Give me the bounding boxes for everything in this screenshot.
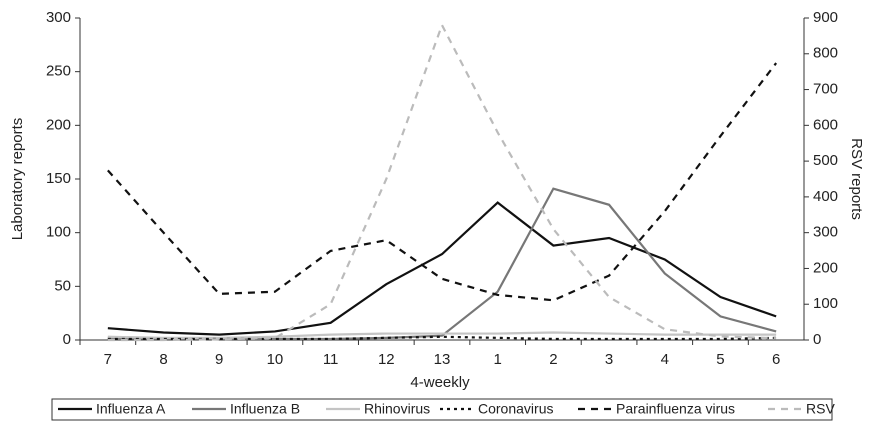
y2-tick-label: 400: [813, 188, 838, 205]
x-tick-label: 2: [549, 351, 557, 368]
x-tick-label: 11: [323, 351, 339, 368]
x-tick-label: 12: [378, 351, 395, 368]
legend-label: Coronavirus: [478, 401, 553, 417]
x-tick-label: 5: [716, 351, 724, 368]
x-tick-label: 9: [215, 351, 223, 368]
x-axis-label: 4-weekly: [410, 374, 470, 391]
y-tick-label: 100: [46, 224, 71, 241]
y2-tick-label: 300: [813, 224, 838, 241]
series-line: [107, 201, 777, 336]
legend-label: RSV: [806, 401, 835, 417]
x-tick-label: 8: [159, 351, 167, 368]
series-line: [107, 331, 777, 339]
x-tick-label: 6: [772, 351, 780, 368]
series-line: [107, 62, 778, 302]
y2-tick-label: 700: [813, 81, 838, 98]
y-tick-label: 0: [63, 331, 71, 348]
y2-tick-label: 900: [813, 9, 838, 26]
y-axis-label: Laboratory reports: [9, 118, 26, 241]
x-tick-label: 13: [434, 351, 451, 368]
y2-tick-label: 600: [813, 116, 838, 133]
legend-label: Parainfluenza virus: [616, 401, 735, 417]
y2-tick-label: 500: [813, 152, 838, 169]
series-line: [107, 22, 777, 342]
y-tick-label: 200: [46, 116, 71, 133]
legend-box: [51, 398, 833, 421]
y-tick-label: 50: [54, 277, 71, 294]
y-tick-label: 250: [46, 63, 71, 80]
x-tick-label: 10: [267, 351, 284, 368]
y2-tick-label: 0: [813, 331, 821, 348]
x-tick-label: 1: [494, 351, 502, 368]
x-tick-label: 7: [104, 351, 112, 368]
y2-tick-label: 800: [813, 45, 838, 62]
legend: Influenza A Influenza B Rhinovirus Coronavi…: [58, 401, 835, 417]
legend-label: Influenza A: [96, 401, 166, 417]
y-tick-label: 300: [46, 9, 71, 26]
legend-label: Rhinovirus: [364, 401, 430, 417]
y2-tick-label: 100: [813, 295, 838, 312]
y2-axis-label: RSV reports: [848, 138, 865, 220]
legend-label: Influenza B: [230, 401, 300, 417]
y-tick-label: 150: [46, 170, 71, 187]
y2-tick-label: 200: [813, 259, 838, 276]
series-line: [107, 187, 777, 341]
x-tick-label: 4: [661, 351, 669, 368]
x-tick-label: 3: [605, 351, 613, 368]
